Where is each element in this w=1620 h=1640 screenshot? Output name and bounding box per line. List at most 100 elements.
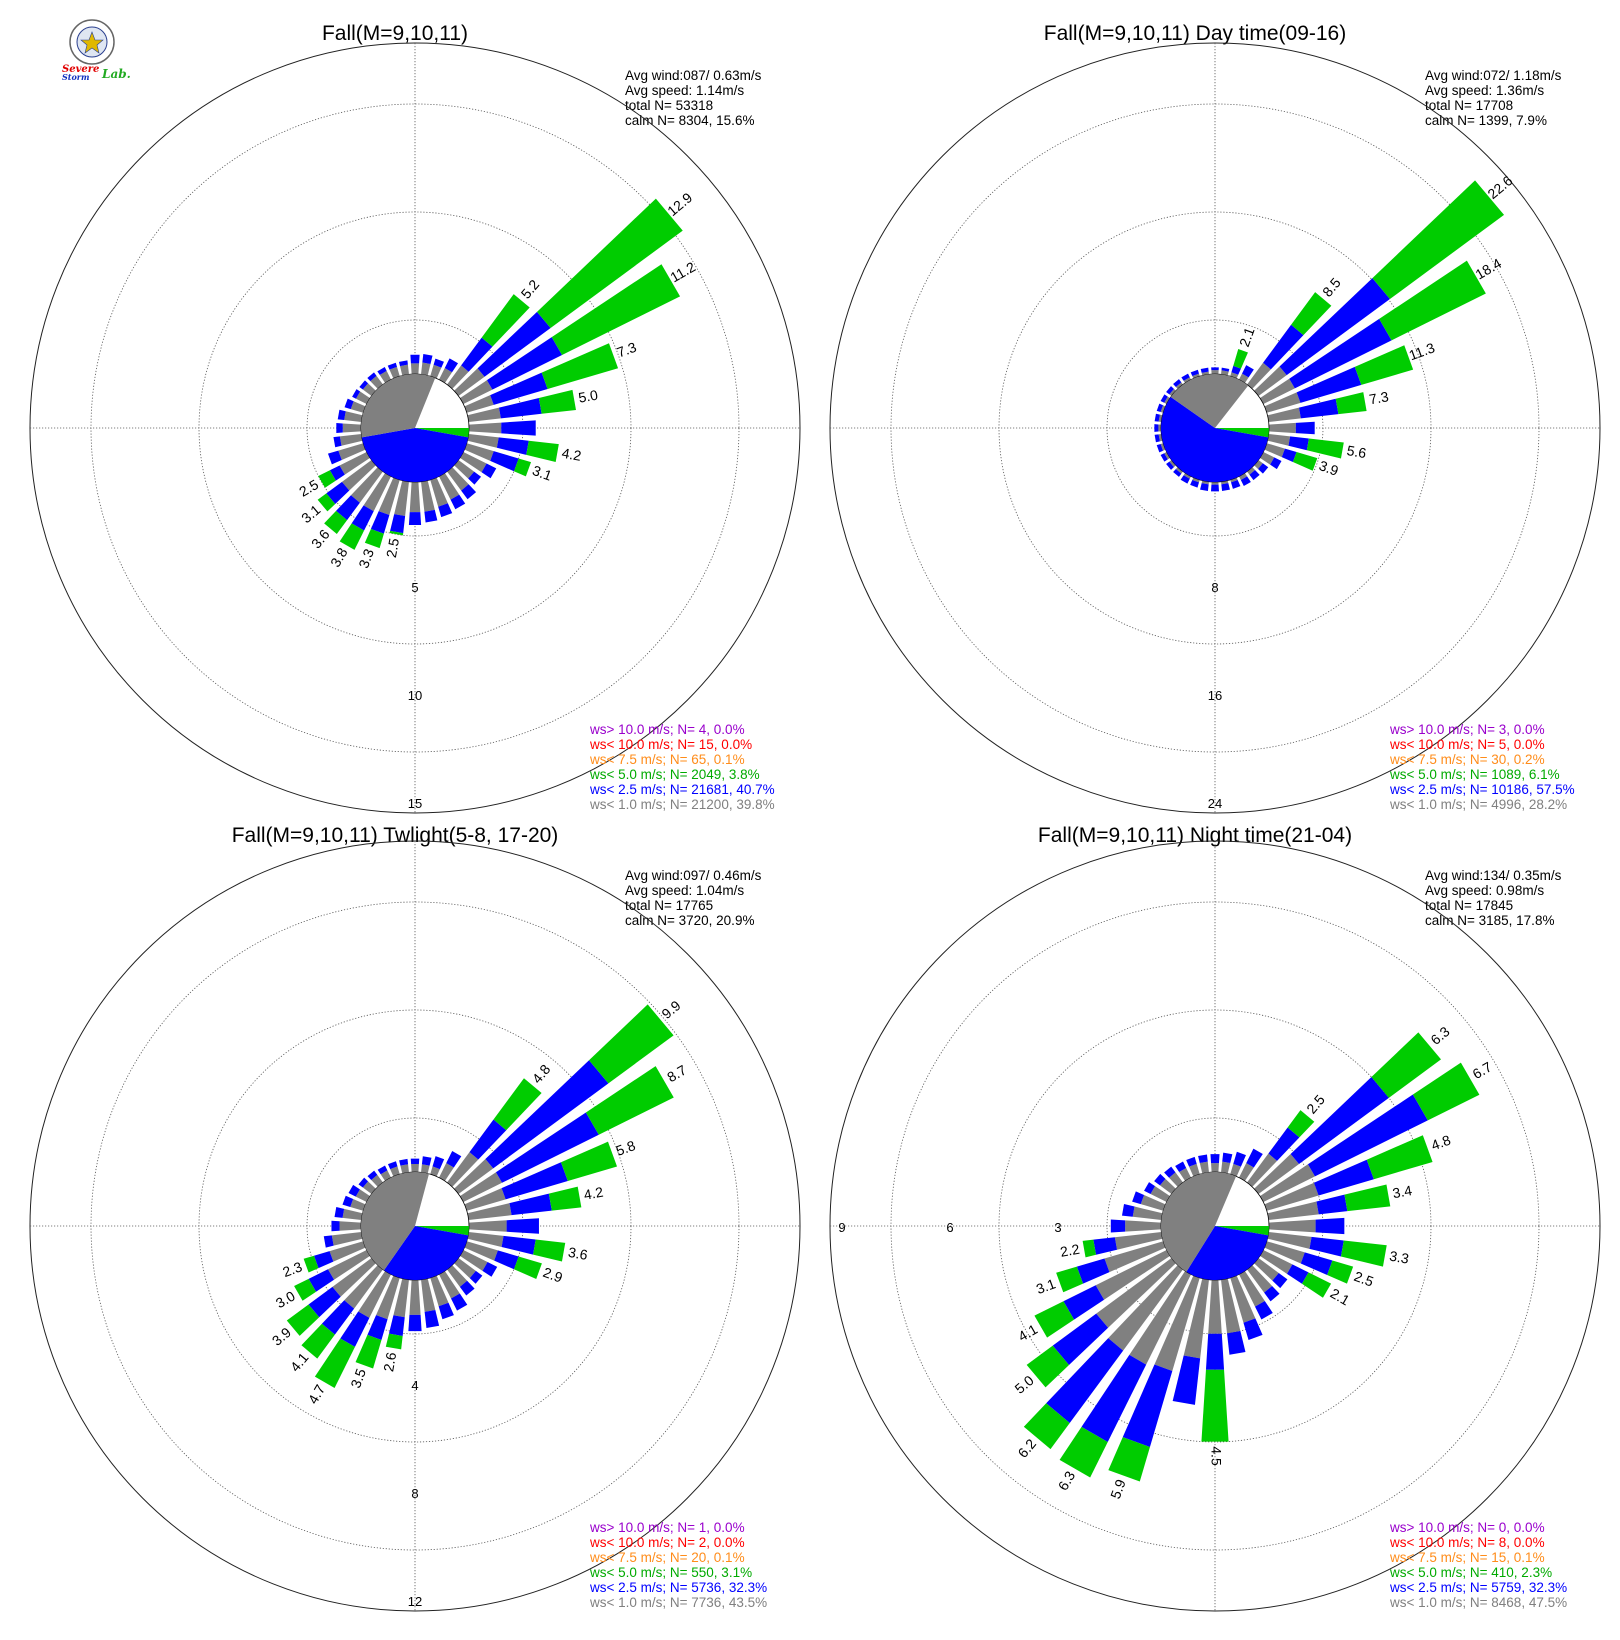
calm-sector-blue bbox=[384, 1226, 469, 1280]
bar-segment-lt1 bbox=[338, 443, 366, 460]
bar-segment-lt1 bbox=[1268, 422, 1296, 434]
bar-segment-lt25 bbox=[308, 1286, 341, 1318]
legend-lt10: ws< 10.0 m/s; N= 8, 0.0% bbox=[1389, 1535, 1545, 1550]
bar-segment-lt5 bbox=[314, 1338, 355, 1389]
bar-segment-lt1 bbox=[1221, 1161, 1231, 1174]
bar-segment-lt5 bbox=[548, 1186, 582, 1211]
bar-label: 2.9 bbox=[541, 1264, 565, 1286]
bar-segment-lt1 bbox=[339, 1221, 362, 1231]
legend-lt1: ws< 1.0 m/s; N= 7736, 43.5% bbox=[589, 1595, 767, 1610]
bar-segment-lt25 bbox=[1221, 483, 1230, 492]
bar-label: 3.4 bbox=[1391, 1182, 1413, 1201]
bar-segment-lt1 bbox=[394, 480, 409, 517]
legend-gt10: ws> 10.0 m/s; N= 1, 0.0% bbox=[589, 1520, 745, 1535]
bar-segment-lt1 bbox=[1158, 424, 1162, 432]
bar-segment-lt25 bbox=[408, 512, 422, 526]
bar-segment-lt25 bbox=[399, 360, 408, 367]
logo-text-storm: Storm bbox=[62, 72, 90, 82]
calm-n-text: calm N= 3720, 20.9% bbox=[625, 913, 754, 928]
bar-segment-lt25 bbox=[1211, 367, 1219, 371]
calm-sector-gray bbox=[1170, 373, 1249, 428]
bar-segment-lt1 bbox=[468, 422, 502, 434]
bar-segment-lt1 bbox=[344, 411, 363, 422]
legend-lt10: ws< 10.0 m/s; N= 15, 0.0% bbox=[589, 737, 752, 752]
bar-segment-lt25 bbox=[1154, 1173, 1166, 1186]
bar-segment-lt25 bbox=[390, 514, 406, 534]
bar-segment-lt1 bbox=[411, 1164, 419, 1173]
bar-segment-lt1 bbox=[1169, 1172, 1183, 1187]
bar-segment-lt5 bbox=[1340, 1240, 1387, 1267]
panel-fall-all: Fall(M=9,10,11) Avg wind:087/ 0.63m/s Av… bbox=[29, 22, 801, 814]
bar-segment-lt1 bbox=[400, 364, 409, 376]
bar-label: 6.7 bbox=[1470, 1058, 1495, 1082]
bar-segment-lt25 bbox=[329, 465, 345, 481]
bar-label: 4.7 bbox=[305, 1382, 329, 1407]
bar-segment-lt1 bbox=[350, 467, 383, 503]
bar-segment-lt1 bbox=[1264, 1241, 1305, 1264]
bar-segment-lt25 bbox=[387, 362, 398, 370]
total-n-text: total N= 53318 bbox=[625, 98, 713, 113]
bar-segment-lt25 bbox=[444, 358, 459, 373]
bar-segment-lt1 bbox=[464, 443, 494, 461]
bar-segment-lt25 bbox=[1211, 484, 1219, 492]
bar-segment-lt5 bbox=[538, 389, 576, 414]
bar-segment-lt25 bbox=[451, 1293, 468, 1311]
calm-sector-blue bbox=[1160, 397, 1269, 483]
bar-segment-lt1 bbox=[1268, 1219, 1316, 1233]
bar-segment-lt25 bbox=[501, 1235, 536, 1255]
bar-segment-lt5 bbox=[324, 510, 348, 535]
calm-n-text: calm N= 3185, 17.8% bbox=[1425, 913, 1554, 928]
legend-lt5: ws< 5.0 m/s; N= 1089, 6.1% bbox=[1389, 767, 1560, 782]
panel-fall-daytime: Fall(M=9,10,11) Day time(09-16) Avg wind… bbox=[829, 22, 1601, 814]
bar-segment-lt1 bbox=[1160, 405, 1166, 413]
bar-segment-lt1 bbox=[409, 481, 421, 513]
bar-segment-lt1 bbox=[1254, 460, 1263, 469]
bar-label: 2.2 bbox=[1059, 1241, 1081, 1260]
bar-segment-lt25 bbox=[1190, 369, 1199, 377]
bar-segment-lt1 bbox=[1230, 1163, 1241, 1177]
calm-sector-gray bbox=[361, 1172, 429, 1271]
bar-segment-lt25 bbox=[459, 1280, 475, 1296]
bar-segment-lt1 bbox=[1104, 1241, 1166, 1273]
bar-segment-lt5 bbox=[589, 1004, 674, 1084]
legend-lt1: ws< 1.0 m/s; N= 4996, 28.2% bbox=[1389, 797, 1567, 812]
legend-lt1: ws< 1.0 m/s; N= 21200, 39.8% bbox=[589, 797, 775, 812]
bar-segment-lt1 bbox=[1254, 1258, 1279, 1281]
bar-segment-lt5 bbox=[1335, 392, 1367, 415]
bar-label: 5.8 bbox=[614, 1137, 638, 1159]
bar-segment-lt1 bbox=[430, 1166, 440, 1177]
bar-segment-lt1 bbox=[1264, 1182, 1319, 1211]
bar-segment-lt1 bbox=[1169, 460, 1176, 468]
bar-segment-lt1 bbox=[339, 434, 363, 446]
bar-segment-lt1 bbox=[393, 1278, 409, 1318]
bar-segment-lt1 bbox=[421, 362, 431, 376]
bar-segment-lt1 bbox=[439, 472, 460, 500]
bar-segment-lt1 bbox=[1211, 481, 1219, 485]
bar-label: 5.0 bbox=[1012, 1372, 1037, 1397]
bar-segment-lt25 bbox=[410, 354, 420, 364]
bar-segment-lt25 bbox=[1160, 453, 1168, 462]
bar-segment-lt25 bbox=[1222, 1152, 1233, 1164]
bar-segment-lt25 bbox=[1121, 1203, 1135, 1217]
bar-segment-lt1 bbox=[1259, 378, 1295, 404]
logo-text-lab: Lab. bbox=[101, 67, 131, 81]
bar-segment-lt25 bbox=[410, 1158, 420, 1165]
legend-gt10: ws> 10.0 m/s; N= 3, 0.0% bbox=[1389, 722, 1545, 737]
bar-segment-lt1 bbox=[1159, 1178, 1176, 1194]
bar-segment-lt1 bbox=[342, 423, 362, 433]
bar-segment-lt1 bbox=[350, 1198, 366, 1211]
bar-segment-lt5 bbox=[1291, 292, 1332, 336]
bar-segment-lt1 bbox=[1267, 434, 1291, 446]
bar-segment-lt25 bbox=[438, 503, 453, 518]
bar-segment-lt25 bbox=[468, 471, 482, 485]
bar-segment-lt25 bbox=[438, 1302, 454, 1320]
bar-segment-lt25 bbox=[334, 1206, 345, 1218]
lab-logo: Severe Storm Lab. bbox=[62, 19, 131, 82]
bar-segment-lt1 bbox=[447, 365, 469, 389]
bar-segment-lt25 bbox=[1173, 469, 1182, 477]
bar-segment-lt25 bbox=[1281, 448, 1297, 463]
bar-segment-lt1 bbox=[344, 1265, 383, 1309]
bar-segment-lt25 bbox=[509, 1193, 552, 1216]
bar-segment-lt25 bbox=[367, 1170, 378, 1181]
